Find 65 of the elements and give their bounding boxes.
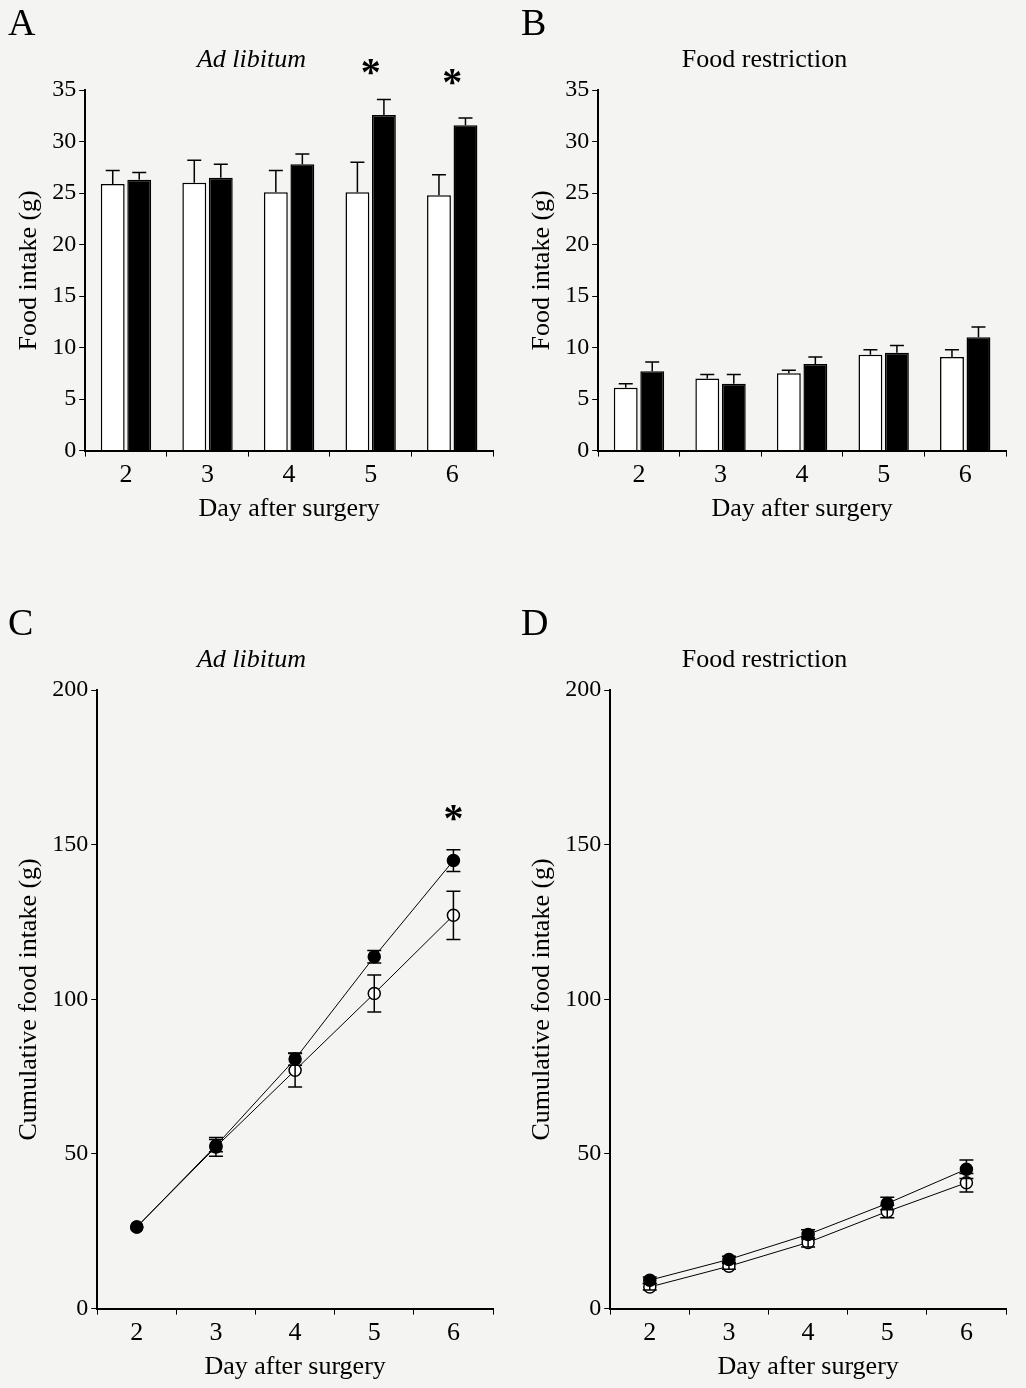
y-tick-label: 35 [52,75,77,102]
text: A [8,0,36,44]
y-axis-title: Food intake (g) [526,190,556,351]
x-axis-title: Day after surgery [717,1351,899,1381]
chart-title: Ad libitum [194,644,307,674]
annotation: * [443,794,464,840]
y-tick-label: 0 [64,435,77,462]
y-axis-title: Food intake (g) [13,190,43,351]
x-tick-label: 4 [288,1317,302,1347]
x-axis-title: Day after surgery [204,1351,386,1381]
y-tick-label: 20 [565,229,590,256]
y-tick-label: 50 [577,1139,602,1166]
x-tick-label: 6 [445,459,459,489]
x-tick-label: 5 [877,459,891,489]
x-tick-label: 2 [632,459,646,489]
x-tick-label: 5 [367,1317,381,1347]
y-tick-label: 200 [565,675,602,702]
y-tick-label: 25 [52,178,77,205]
y-tick-label: 150 [565,830,602,857]
x-tick-label: 6 [959,1317,973,1347]
y-axis-title: Cumulative food intake (g) [13,858,43,1141]
y-tick-label: 0 [589,1293,602,1320]
x-axis-title: Day after surgery [198,493,380,523]
x-tick-label: 3 [714,459,728,489]
y-tick-label: 15 [52,281,77,308]
x-tick-label: 2 [130,1317,144,1347]
x-tick-label: 5 [880,1317,894,1347]
annotation: * [360,48,381,94]
y-tick-label: 0 [577,435,590,462]
y-tick-label: 0 [76,1293,89,1320]
y-tick-label: 10 [565,332,590,359]
y-tick-label: 100 [52,984,89,1011]
y-tick-label: 100 [565,984,602,1011]
x-tick-label: 4 [282,459,296,489]
x-tick-label: 3 [201,459,215,489]
y-tick-label: 20 [52,229,77,256]
annotation: * [442,59,463,105]
x-axis-title: Day after surgery [711,493,893,523]
y-tick-label: 30 [565,126,590,153]
x-tick-label: 4 [801,1317,815,1347]
y-tick-label: 5 [577,384,590,411]
text: B [521,0,547,44]
text: D [521,600,549,644]
x-tick-label: 6 [958,459,972,489]
y-axis-title: Cumulative food intake (g) [526,858,556,1141]
y-tick-label: 200 [52,675,89,702]
x-tick-label: 2 [119,459,133,489]
y-tick-label: 35 [565,75,590,102]
y-tick-label: 30 [52,126,77,153]
y-tick-label: 10 [52,332,77,359]
y-tick-label: 25 [565,178,590,205]
x-tick-label: 6 [446,1317,460,1347]
y-tick-label: 150 [52,830,89,857]
chart-title: Food restriction [681,644,848,674]
text: C [8,600,34,644]
chart-title: Food restriction [681,44,848,74]
x-tick-label: 4 [795,459,809,489]
x-tick-label: 3 [722,1317,736,1347]
x-tick-label: 2 [643,1317,657,1347]
chart-title: Ad libitum [194,44,307,74]
y-tick-label: 5 [64,384,77,411]
x-tick-label: 5 [364,459,378,489]
x-tick-label: 3 [209,1317,223,1347]
y-tick-label: 50 [64,1139,89,1166]
y-tick-label: 15 [565,281,590,308]
